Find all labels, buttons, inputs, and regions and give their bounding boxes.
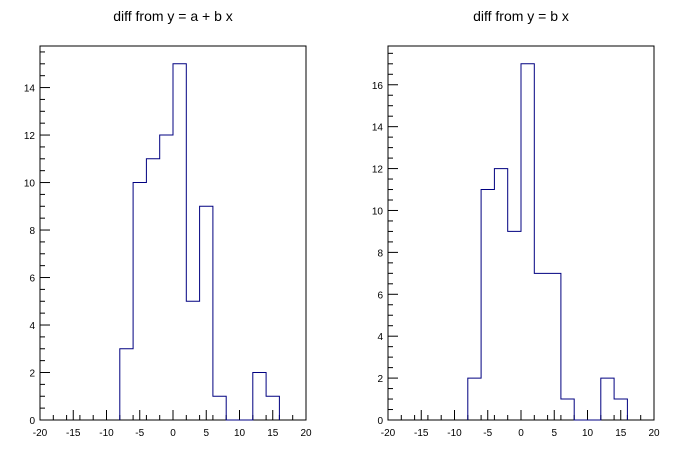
y-tick-label: 16 xyxy=(372,81,384,92)
histogram-bin xyxy=(186,301,199,420)
y-tick-label: 4 xyxy=(29,321,35,332)
histogram-bin xyxy=(521,64,534,420)
x-tick-label: 5 xyxy=(551,428,557,439)
histogram-bin xyxy=(508,231,521,420)
x-tick-label: -5 xyxy=(483,428,492,439)
y-tick-label: 0 xyxy=(29,416,35,427)
y-tick-label: 14 xyxy=(24,84,36,95)
y-tick-label: 4 xyxy=(377,332,383,343)
y-tick-label: 0 xyxy=(377,416,383,427)
histogram-bin xyxy=(160,135,173,420)
x-tick-label: 20 xyxy=(648,428,660,439)
x-tick-label: 10 xyxy=(582,428,594,439)
x-tick-label: 20 xyxy=(300,428,312,439)
histogram-right: -20 -15 -10 -5 0 5 10 15 20 0 2 4 6 8 10 12 14 16 xyxy=(372,45,660,439)
x-tick-label: -20 xyxy=(33,428,48,439)
histogram-bin xyxy=(146,159,159,420)
x-tick-label: -10 xyxy=(447,428,462,439)
histogram-left: -20 -15 -10 -5 0 5 10 15 20 0 2 4 6 8 10 12 14 xyxy=(24,45,312,439)
chart-title-left: diff from y = a + b x xyxy=(113,8,233,24)
histogram-bin xyxy=(468,378,481,420)
histogram-bin xyxy=(534,273,547,420)
x-tick-label: -10 xyxy=(99,428,114,439)
y-tick-label: 12 xyxy=(24,131,36,142)
x-tick-label: -20 xyxy=(381,428,396,439)
x-tick-label: -15 xyxy=(66,428,81,439)
x-tick-label: 0 xyxy=(518,428,524,439)
histogram-bin xyxy=(561,399,574,420)
y-tick-label: 2 xyxy=(377,374,383,385)
y-tick-label: 6 xyxy=(29,274,35,285)
y-tick-label: 10 xyxy=(372,206,384,217)
histogram-bin xyxy=(173,64,186,420)
y-tick-label: 8 xyxy=(29,226,35,237)
histogram-bin xyxy=(494,169,507,420)
histogram-bin xyxy=(133,183,146,420)
y-tick-label: 14 xyxy=(372,123,384,134)
x-tick-label: 5 xyxy=(203,428,209,439)
histogram-bin xyxy=(213,396,226,420)
y-tick-label: 12 xyxy=(372,165,384,176)
x-tick-label: 15 xyxy=(267,428,279,439)
histogram-bin xyxy=(601,378,614,420)
histogram-outline xyxy=(467,63,628,421)
chart-title-right: diff from y = b x xyxy=(473,8,569,24)
y-tick-label: 2 xyxy=(29,369,35,380)
x-tick-label: 0 xyxy=(170,428,176,439)
histogram-bin xyxy=(253,373,266,420)
x-tick-label: -5 xyxy=(135,428,144,439)
histogram-outline xyxy=(119,63,280,421)
x-tick-label: -15 xyxy=(414,428,429,439)
histogram-bin xyxy=(481,190,494,420)
histogram-bin xyxy=(120,349,133,420)
y-tick-label: 6 xyxy=(377,290,383,301)
histogram-bin xyxy=(548,273,561,420)
x-tick-label: 15 xyxy=(615,428,627,439)
y-tick-label: 10 xyxy=(24,179,36,190)
histogram-bin xyxy=(200,206,213,420)
x-tick-label: 10 xyxy=(234,428,246,439)
y-tick-label: 8 xyxy=(377,248,383,259)
